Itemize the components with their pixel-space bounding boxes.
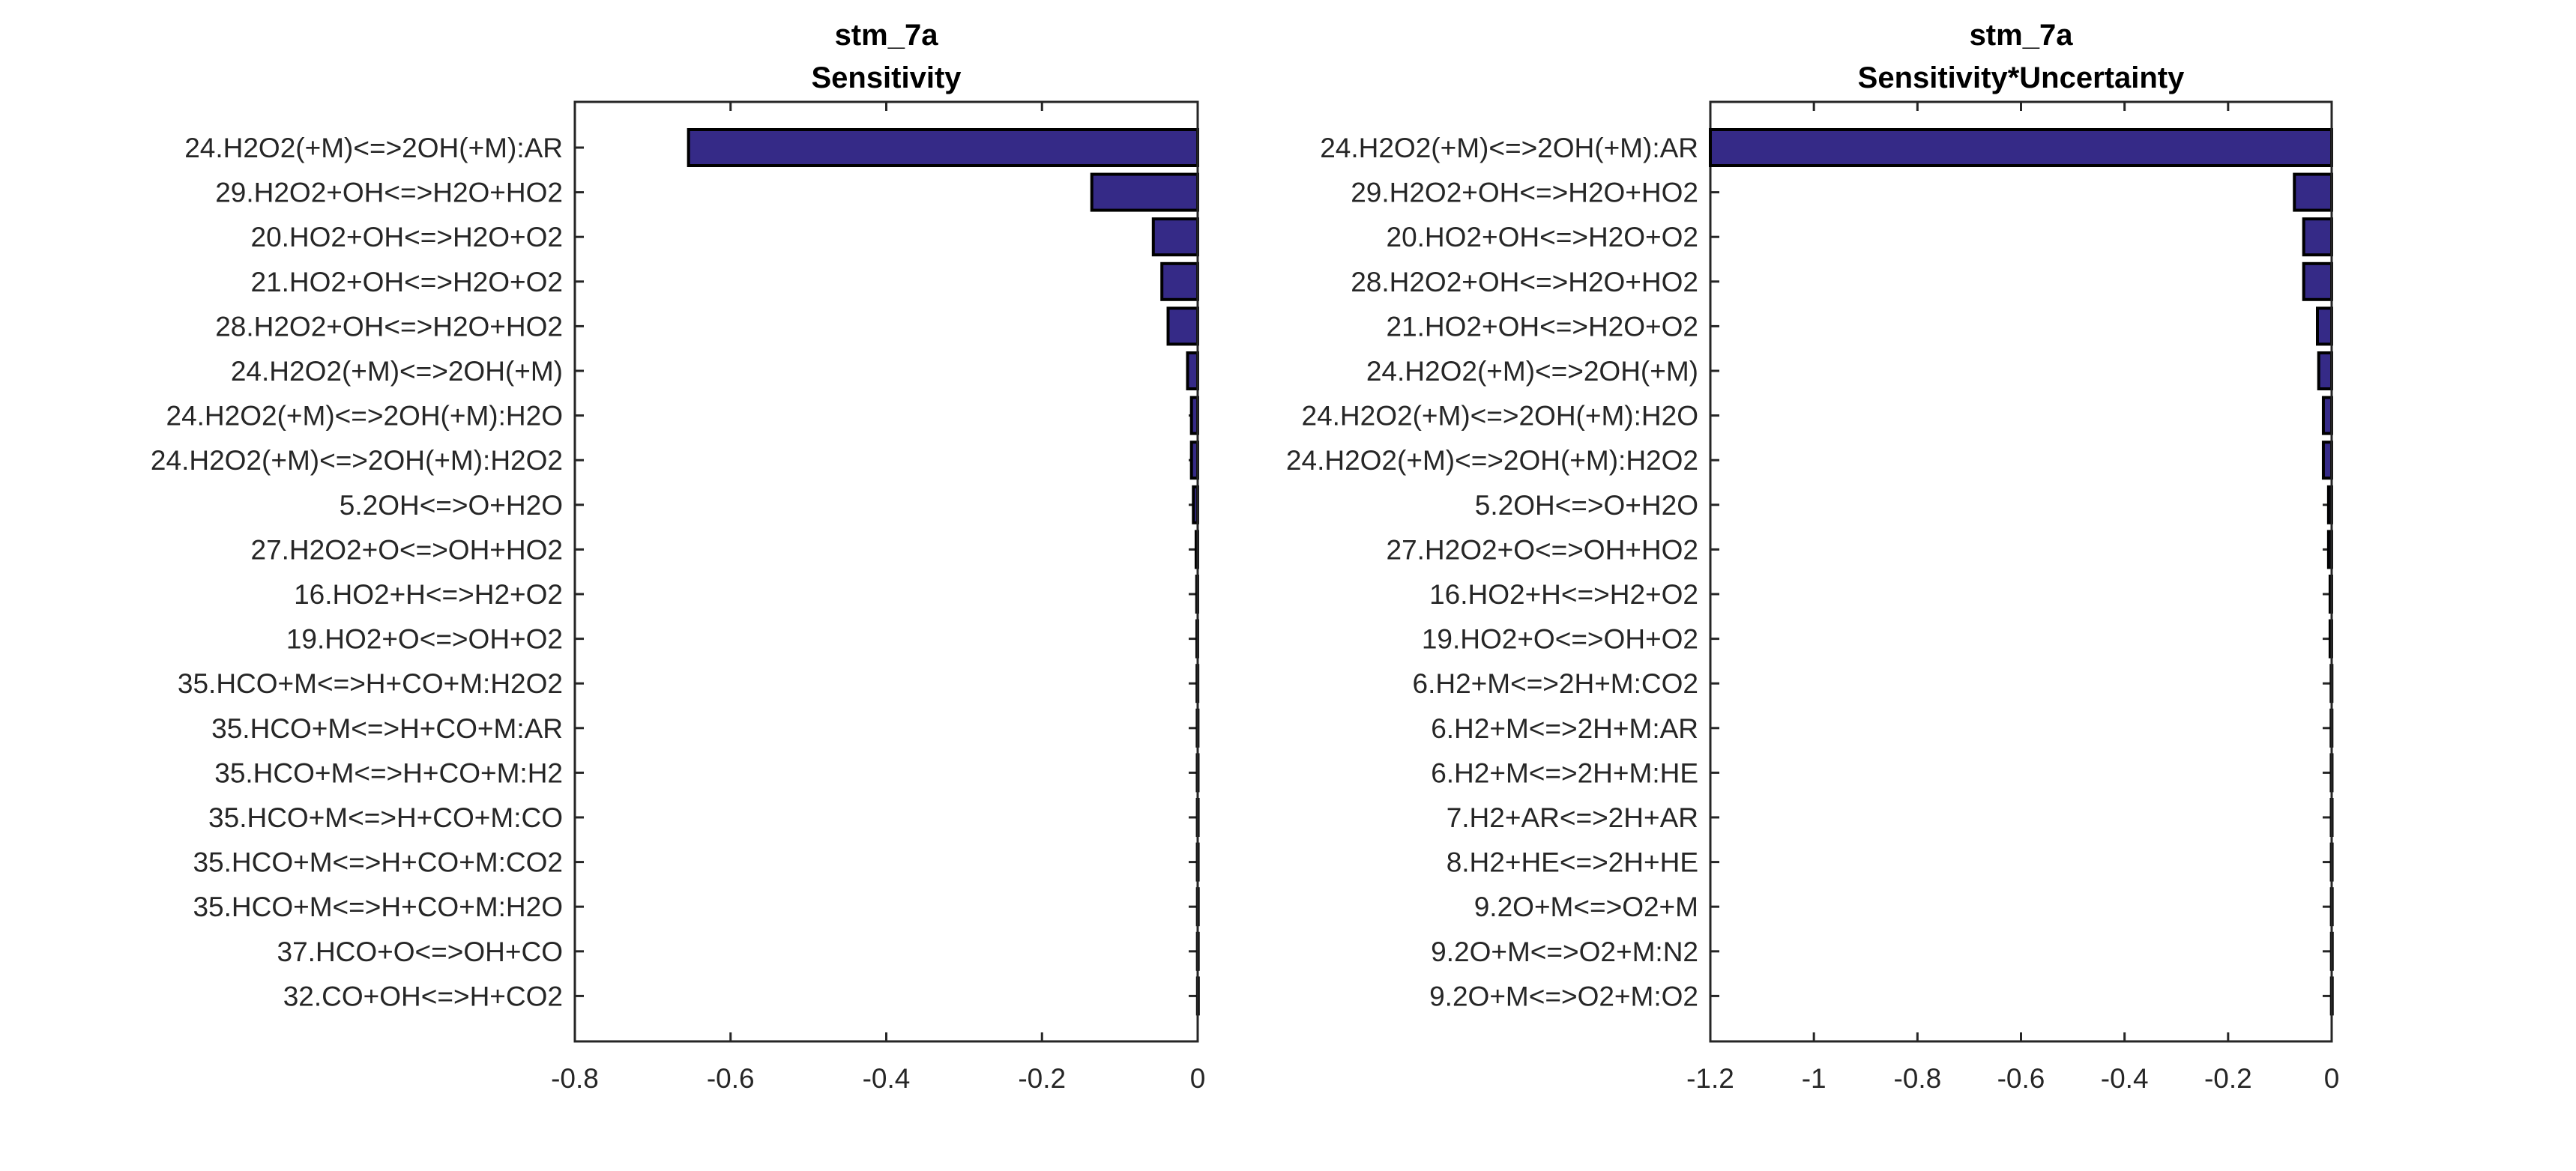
y-tick-label: 9.2O+M<=>O2+M:O2 bbox=[1429, 981, 1698, 1011]
chart-title-line: stm_7a bbox=[1970, 19, 2074, 52]
y-tick-label: 5.2OH<=>O+H2O bbox=[340, 490, 563, 521]
y-tick-label: 35.HCO+M<=>H+CO+M:H2 bbox=[214, 757, 563, 788]
x-tick-label: -0.8 bbox=[551, 1063, 599, 1094]
y-tick-label: 21.HO2+OH<=>H2O+O2 bbox=[1387, 311, 1699, 342]
y-tick-label: 5.2OH<=>O+H2O bbox=[1475, 490, 1698, 521]
chart-panel-2: stm_7a Sensitivity*Uncertainty 24.H2O2(+M)… bbox=[1286, 19, 2339, 1094]
bar bbox=[1166, 306, 1199, 346]
y-tick-label: 6.H2+M<=>2H+M:CO2 bbox=[1413, 668, 1699, 699]
y-tick-label: 24.H2O2(+M)<=>2OH(+M):H2O2 bbox=[1286, 445, 1698, 476]
y-tick-label: 32.CO+OH<=>H+CO2 bbox=[283, 981, 563, 1011]
x-tick-label: -0.4 bbox=[2101, 1063, 2149, 1094]
y-tick-label: 6.H2+M<=>2H+M:HE bbox=[1431, 757, 1698, 788]
x-tick-label: -0.8 bbox=[1893, 1063, 1941, 1094]
x-tick-label: -0.4 bbox=[863, 1063, 911, 1094]
y-tick-label: 35.HCO+M<=>H+CO+M:AR bbox=[211, 713, 563, 744]
y-tick-label: 8.H2+HE<=>2H+HE bbox=[1447, 847, 1698, 878]
chart-title-line: stm_7a bbox=[835, 19, 939, 52]
bar bbox=[1186, 351, 1199, 390]
y-tick-label: 16.HO2+H<=>H2+O2 bbox=[1429, 579, 1698, 610]
y-tick-label: 27.H2O2+O<=>OH+HO2 bbox=[251, 534, 564, 565]
y-tick-label: 35.HCO+M<=>H+CO+M:CO2 bbox=[193, 847, 563, 878]
y-tick-label: 29.H2O2+OH<=>H2O+HO2 bbox=[1351, 178, 1698, 208]
y-tick-label: 37.HCO+O<=>OH+CO bbox=[277, 937, 563, 967]
x-tick-label: -1 bbox=[1802, 1063, 1827, 1094]
bar bbox=[1160, 261, 1200, 301]
y-tick-label: 20.HO2+OH<=>H2O+O2 bbox=[251, 222, 564, 252]
bar bbox=[2316, 306, 2334, 346]
y-tick-label: 24.H2O2(+M)<=>2OH(+M) bbox=[1366, 356, 1698, 387]
y-tick-label: 24.H2O2(+M)<=>2OH(+M):H2O bbox=[166, 401, 564, 432]
y-tick-label: 20.HO2+OH<=>H2O+O2 bbox=[1387, 222, 1699, 252]
y-tick-label: 6.H2+M<=>2H+M:AR bbox=[1431, 713, 1698, 744]
bar bbox=[2293, 172, 2334, 212]
y-tick-label: 21.HO2+OH<=>H2O+O2 bbox=[251, 267, 564, 297]
axes-box bbox=[573, 100, 1199, 1043]
chart-panel-1: stm_7a Sensitivity 24.H2O2(+M)<=>2OH(+M):A… bbox=[151, 19, 1205, 1094]
y-tick-label: 7.H2+AR<=>2H+AR bbox=[1447, 802, 1698, 833]
x-tick-label: 0 bbox=[1190, 1063, 1206, 1094]
bar bbox=[1709, 128, 2333, 167]
x-tick-label: -1.2 bbox=[1686, 1063, 1734, 1094]
x-tick-label: -0.6 bbox=[707, 1063, 755, 1094]
y-tick-label: 28.H2O2+OH<=>H2O+HO2 bbox=[215, 311, 563, 342]
y-tick-label: 28.H2O2+OH<=>H2O+HO2 bbox=[1351, 267, 1698, 297]
y-tick-label: 24.H2O2(+M)<=>2OH(+M):H2O bbox=[1302, 401, 1699, 432]
y-tick-label: 16.HO2+H<=>H2+O2 bbox=[294, 579, 563, 610]
bar bbox=[2302, 217, 2334, 257]
y-tick-label: 9.2O+M<=>O2+M bbox=[1474, 892, 1698, 922]
bar bbox=[1151, 217, 1200, 257]
y-tick-label: 24.H2O2(+M)<=>2OH(+M):H2O2 bbox=[151, 445, 563, 476]
chart-title-line: Sensitivity bbox=[811, 61, 962, 94]
bar bbox=[2321, 441, 2334, 480]
y-tick-label: 27.H2O2+O<=>OH+HO2 bbox=[1387, 534, 1699, 565]
bar bbox=[2321, 396, 2334, 435]
axes-box bbox=[1709, 100, 2333, 1043]
bar bbox=[2317, 351, 2334, 390]
y-tick-label: 19.HO2+O<=>OH+O2 bbox=[286, 624, 563, 655]
y-tick-label: 19.HO2+O<=>OH+O2 bbox=[1422, 624, 1698, 655]
y-tick-label: 35.HCO+M<=>H+CO+M:CO bbox=[208, 802, 563, 833]
y-tick-label: 24.H2O2(+M)<=>2OH(+M):AR bbox=[1320, 133, 1698, 163]
y-tick-label: 35.HCO+M<=>H+CO+M:H2O2 bbox=[178, 668, 563, 699]
y-tick-label: 29.H2O2+OH<=>H2O+HO2 bbox=[215, 178, 563, 208]
y-tick-label: 9.2O+M<=>O2+M:N2 bbox=[1431, 937, 1698, 967]
bar bbox=[1090, 172, 1199, 212]
x-tick-label: 0 bbox=[2324, 1063, 2340, 1094]
bar bbox=[687, 128, 1199, 167]
y-tick-label: 35.HCO+M<=>H+CO+M:H2O bbox=[193, 892, 563, 922]
x-tick-label: -0.2 bbox=[1018, 1063, 1066, 1094]
y-tick-label: 24.H2O2(+M)<=>2OH(+M) bbox=[231, 356, 563, 387]
x-tick-label: -0.2 bbox=[2204, 1063, 2252, 1094]
bar bbox=[2302, 261, 2334, 301]
chart-title-line: Sensitivity*Uncertainty bbox=[1858, 61, 2185, 94]
y-tick-label: 24.H2O2(+M)<=>2OH(+M):AR bbox=[184, 133, 563, 163]
x-tick-label: -0.6 bbox=[1997, 1063, 2045, 1094]
